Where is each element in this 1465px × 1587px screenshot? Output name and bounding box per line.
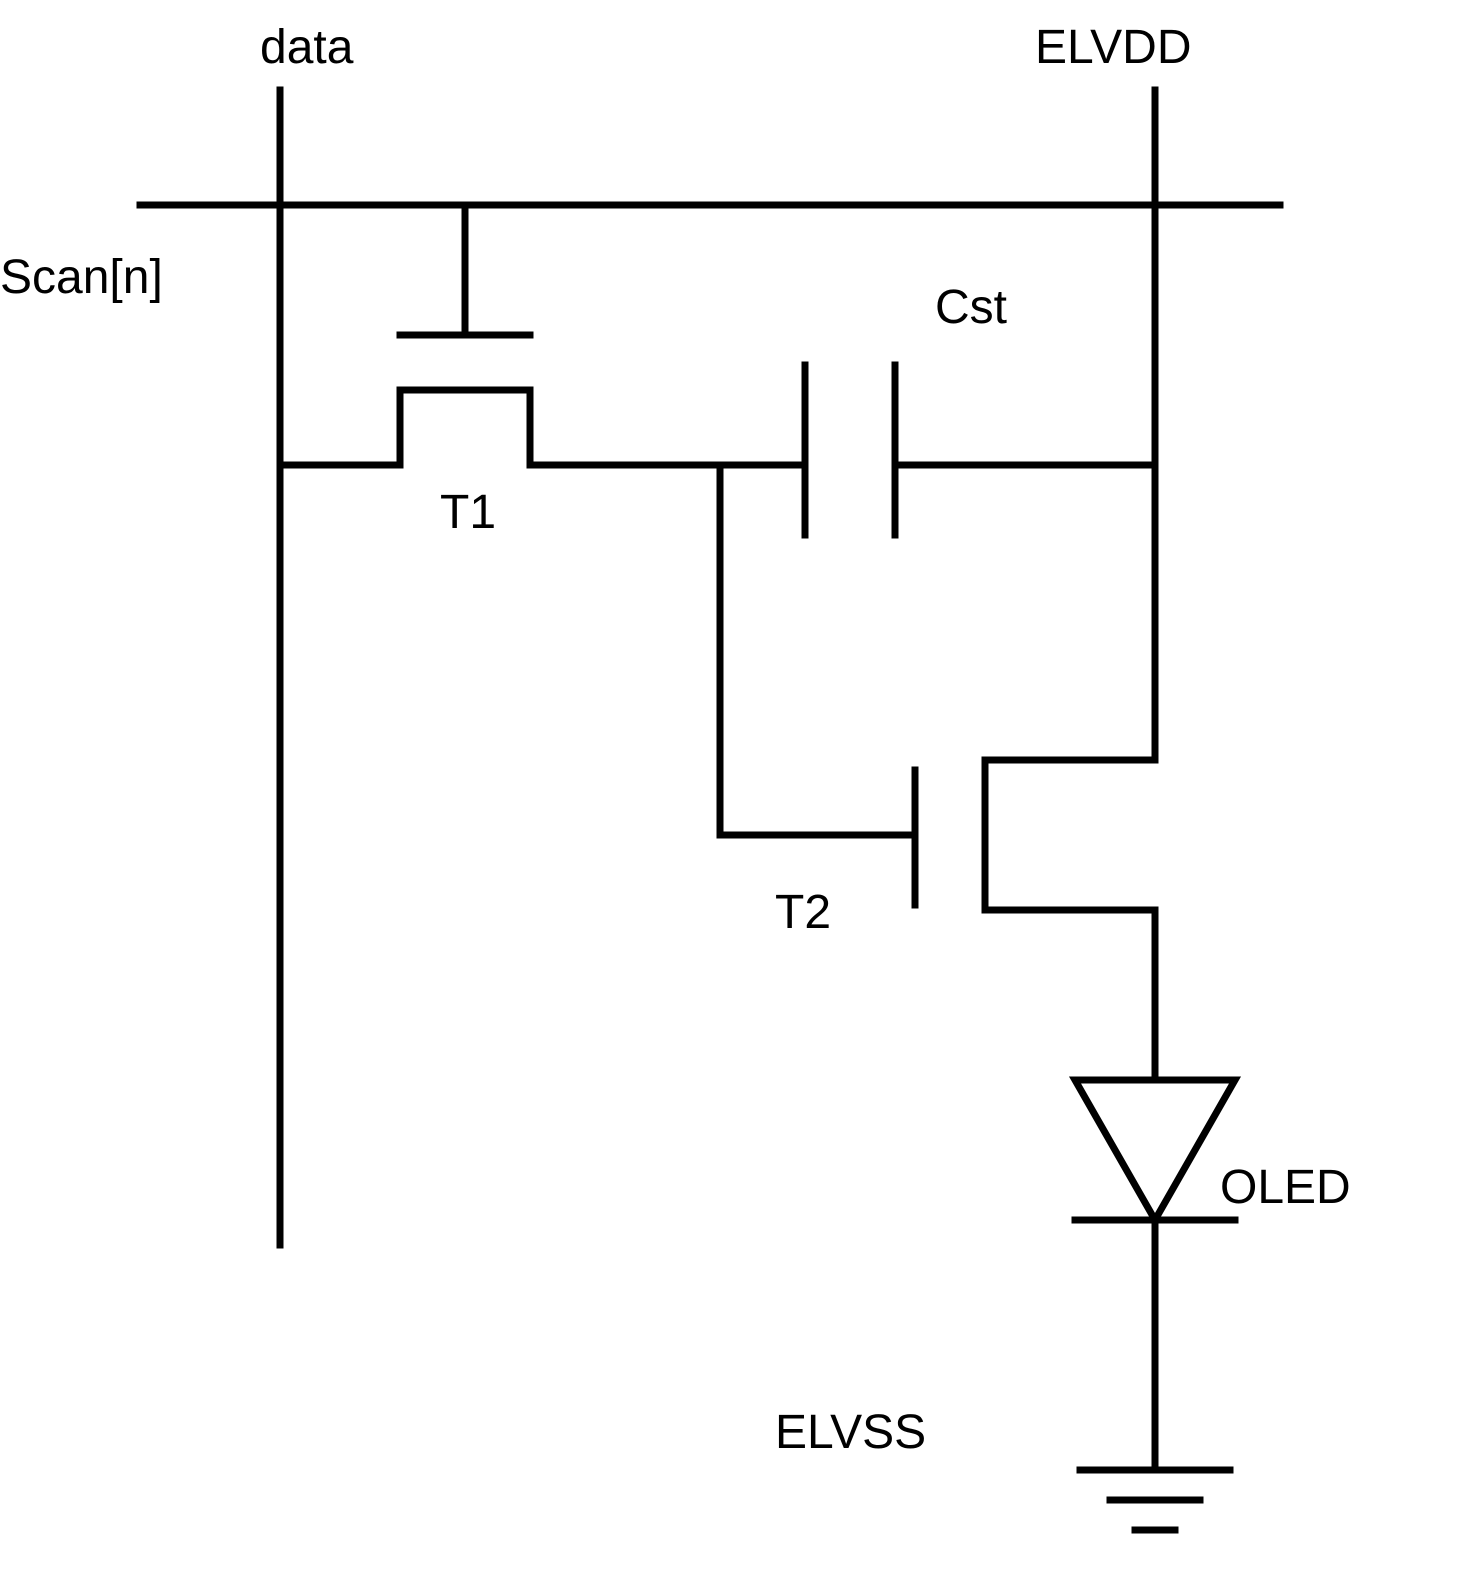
scan-label: Scan[n] bbox=[0, 250, 163, 305]
cst-label: Cst bbox=[935, 280, 1007, 335]
data-label: data bbox=[260, 20, 353, 75]
t2-label: T2 bbox=[775, 885, 831, 940]
circuit-diagram: data ELVDD Scan[n] Cst T1 T2 OLED ELVSS bbox=[0, 0, 1465, 1587]
elvss-label: ELVSS bbox=[775, 1405, 926, 1460]
oled-label: OLED bbox=[1220, 1160, 1351, 1215]
elvdd-label: ELVDD bbox=[1035, 20, 1192, 75]
circuit-svg bbox=[0, 0, 1465, 1587]
t1-label: T1 bbox=[440, 485, 496, 540]
